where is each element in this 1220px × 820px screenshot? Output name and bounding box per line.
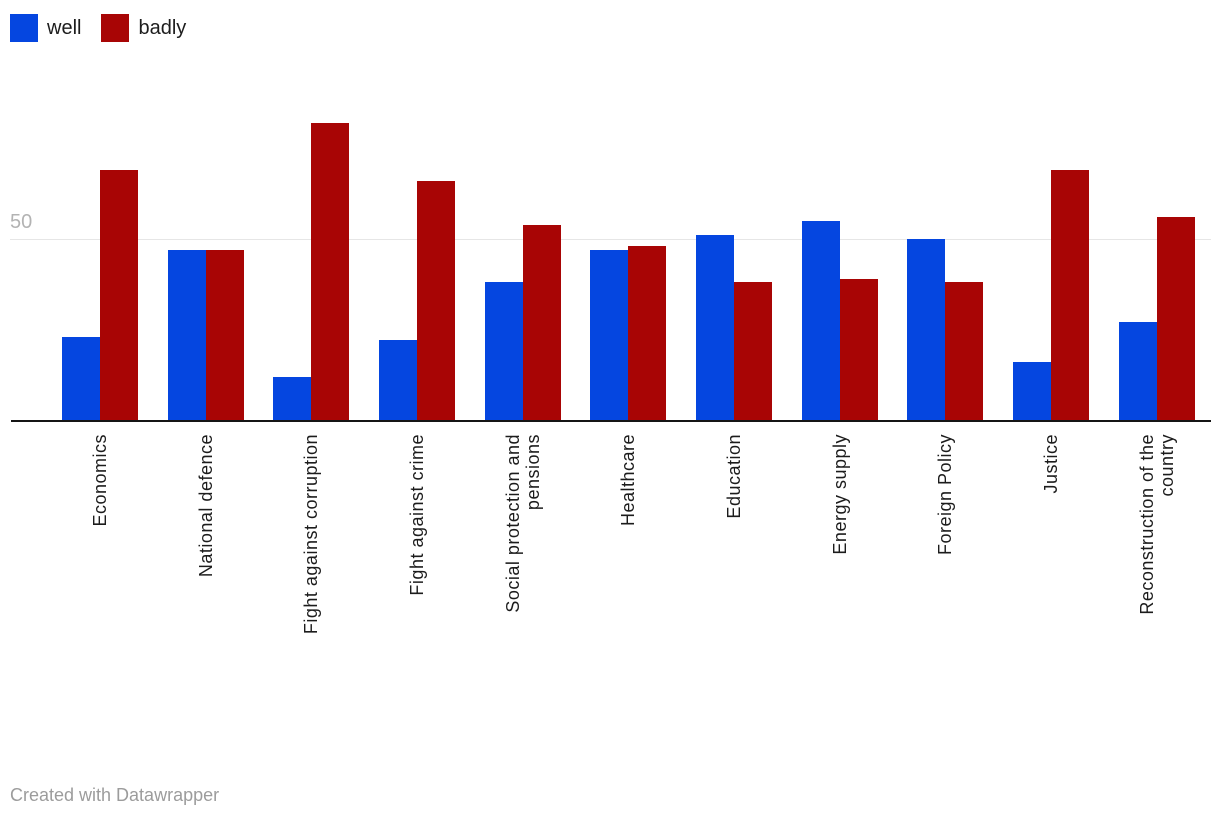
x-axis-label-economics: Economics (90, 434, 110, 527)
legend-item-well: well (10, 14, 81, 42)
bar-badly-fight-against-crime (417, 181, 455, 420)
bar-well-education (696, 235, 734, 420)
bar-well-fight-against-crime (379, 340, 417, 420)
bar-well-national-defence (168, 250, 206, 420)
bar-badly-foreign-policy (945, 282, 983, 420)
bar-well-reconstruction-of-the-country (1119, 322, 1157, 420)
x-axis-label-education: Education (724, 434, 744, 519)
legend-label-well: well (47, 17, 82, 39)
bar-well-economics (62, 337, 100, 420)
bar-badly-energy-supply (840, 279, 878, 420)
bar-well-social-protection-and-pensions (485, 282, 523, 420)
bar-badly-economics (100, 170, 138, 420)
bar-badly-national-defence (206, 250, 244, 420)
bar-badly-healthcare (628, 246, 666, 420)
bar-well-healthcare (590, 250, 628, 420)
legend-swatch-well (10, 14, 38, 42)
x-axis-label-social-protection-and-pensions: Social protection and pensions (503, 434, 543, 613)
x-axis-label-healthcare: Healthcare (618, 434, 638, 527)
legend-swatch-badly (101, 14, 130, 42)
y-axis-tick-label-50: 50 (10, 211, 33, 233)
x-axis-label-national-defence: National defence (196, 434, 216, 578)
bar-badly-justice (1051, 170, 1089, 420)
x-axis-label-reconstruction-of-the-country: Reconstruction of the country (1137, 434, 1177, 615)
x-axis-label-fight-against-crime: Fight against crime (407, 434, 427, 596)
bar-well-foreign-policy (907, 239, 945, 420)
bar-badly-reconstruction-of-the-country (1157, 217, 1195, 420)
bar-well-energy-supply (802, 221, 840, 420)
x-axis-label-energy-supply: Energy supply (830, 434, 850, 555)
legend-label-badly: badly (138, 17, 187, 39)
bar-badly-education (734, 282, 772, 420)
x-axis-label-fight-against-corruption: Fight against corruption (301, 434, 321, 635)
legend: well badly (10, 14, 186, 42)
bar-badly-social-protection-and-pensions (523, 225, 561, 420)
x-axis-label-foreign-policy: Foreign Policy (935, 434, 955, 556)
bar-well-justice (1013, 362, 1051, 420)
bar-well-fight-against-corruption (273, 377, 311, 420)
x-axis-line (11, 420, 1211, 422)
gridline-50 (10, 239, 1211, 240)
bar-badly-fight-against-corruption (311, 123, 349, 420)
x-axis-label-justice: Justice (1041, 434, 1061, 494)
legend-item-badly: badly (101, 14, 186, 42)
datawrapper-credit-link[interactable]: Created with Datawrapper (10, 785, 220, 805)
